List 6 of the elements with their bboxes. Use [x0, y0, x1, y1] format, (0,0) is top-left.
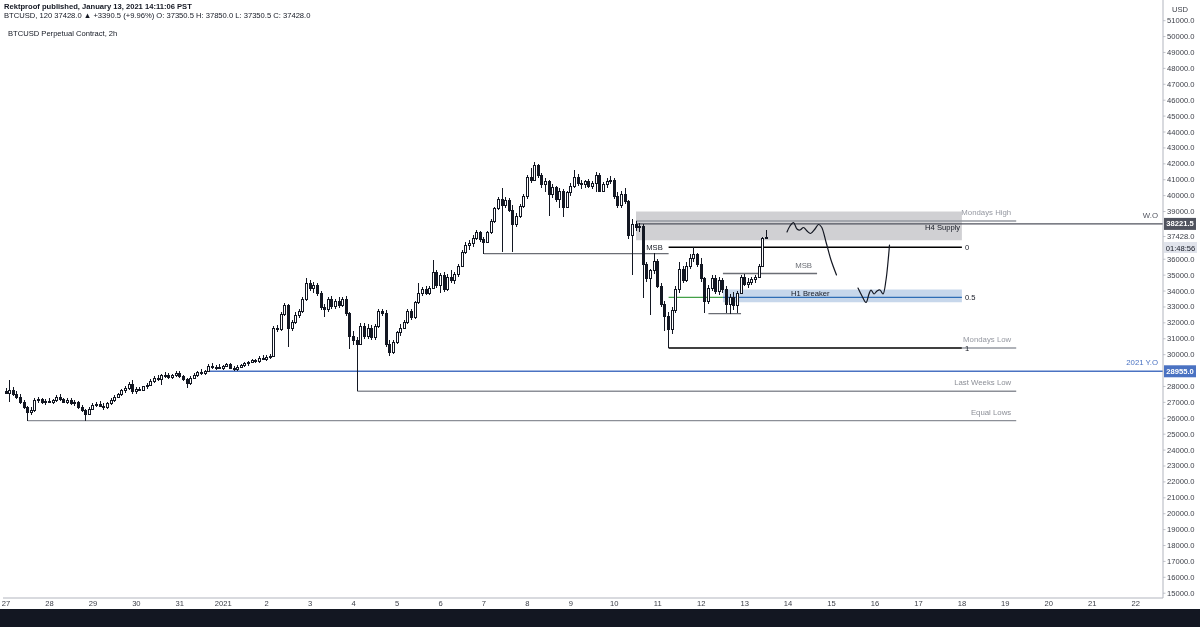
candlestick: [287, 303, 290, 348]
candlestick: [732, 291, 735, 311]
candlestick: [562, 188, 565, 218]
candlestick: [439, 272, 442, 294]
candlestick: [573, 169, 576, 189]
candlestick: [729, 293, 732, 315]
